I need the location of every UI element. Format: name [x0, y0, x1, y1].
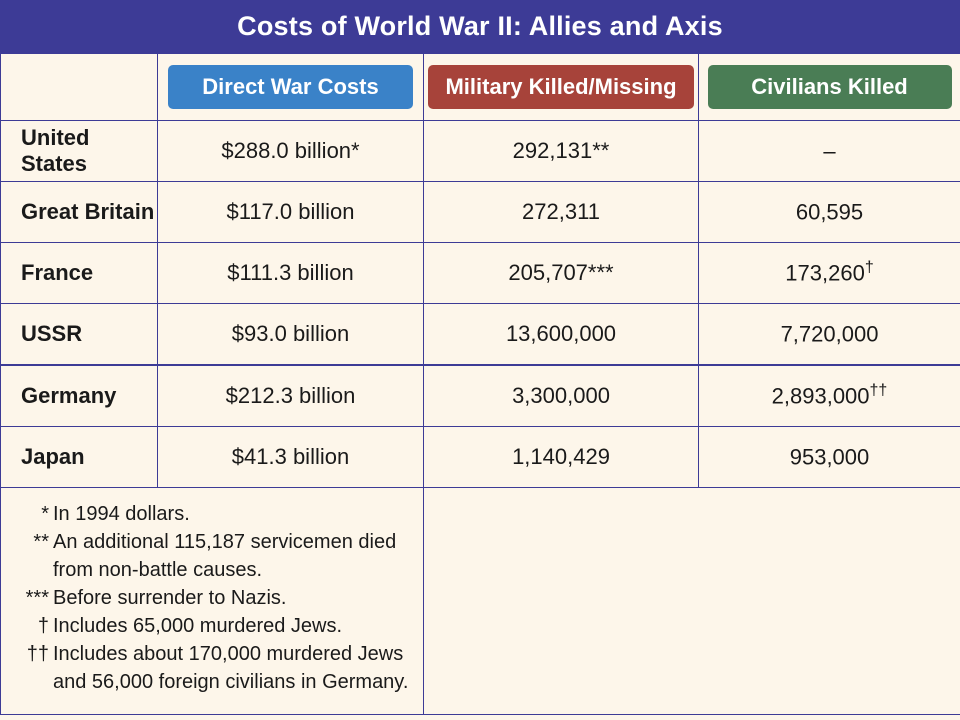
footnotes-cell: * In 1994 dollars. ** An additional 115,18…: [0, 487, 424, 715]
cost-cell: $93.0 billion: [157, 303, 424, 366]
civilians-value: 173,260: [785, 260, 865, 286]
civilians-cell: 7,720,000: [698, 303, 960, 366]
country-cell: USSR: [0, 303, 158, 366]
footnote: *** Before surrender to Nazis.: [13, 584, 423, 612]
footnotes-row: * In 1994 dollars. ** An additional 115,18…: [0, 487, 960, 715]
military-cell: 272,311: [423, 181, 699, 243]
header-direct-war-costs: Direct War Costs: [168, 65, 413, 109]
country-cell: Japan: [0, 426, 158, 488]
civilians-cell: 173,260†: [698, 242, 960, 304]
footnote: * In 1994 dollars.: [13, 500, 423, 528]
table-row: Germany $212.3 billion 3,300,000 2,893,0…: [0, 364, 960, 427]
civilians-value: 953,000: [789, 444, 870, 470]
table-row: United States $288.0 billion* 292,131** …: [0, 120, 960, 182]
footnote-text: An additional 115,187 servicemen died fr…: [53, 531, 397, 581]
footnote-text: Includes about 170,000 murdered Jews and…: [53, 643, 409, 693]
footnote-text: Includes 65,000 murdered Jews.: [53, 615, 343, 637]
footnotes: * In 1994 dollars. ** An additional 115,18…: [1, 488, 423, 696]
civilians-cell: 953,000: [698, 426, 960, 488]
military-cell: 292,131**: [423, 120, 699, 182]
country-cell: France: [0, 242, 158, 304]
footnote-mark: ***: [25, 587, 49, 609]
country-cell: Germany: [0, 364, 158, 427]
table-row: USSR $93.0 billion 13,600,000 7,720,000: [0, 303, 960, 366]
cost-cell: $212.3 billion: [157, 364, 424, 427]
empty-cell: [423, 487, 960, 715]
header-civilians-killed: Civilians Killed: [707, 65, 952, 109]
military-cell: 205,707***: [423, 242, 699, 304]
military-cell: 13,600,000: [423, 303, 699, 366]
military-cell: 3,300,000: [423, 364, 699, 427]
cost-cell: $111.3 billion: [157, 242, 424, 304]
table-row: France $111.3 billion 205,707*** 173,260…: [0, 242, 960, 304]
civilians-value: 7,720,000: [780, 321, 879, 347]
costs-table: Direct War Costs Military Killed/Missing…: [0, 53, 960, 715]
civilians-cell: 2,893,000††: [698, 364, 960, 427]
footnote: † Includes 65,000 murdered Jews.: [13, 612, 423, 640]
table-row: Japan $41.3 billion 1,140,429 953,000: [0, 426, 960, 488]
footnote-mark: *: [41, 503, 49, 525]
country-cell: United States: [0, 120, 158, 182]
cost-cell: $117.0 billion: [157, 181, 424, 243]
cost-cell: $41.3 billion: [157, 426, 424, 488]
cost-cell: $288.0 billion*: [157, 120, 424, 182]
table-row: Great Britain $117.0 billion 272,311 60,…: [0, 181, 960, 243]
header-row: Direct War Costs Military Killed/Missing…: [0, 53, 960, 121]
footnote: †† Includes about 170,000 murdered Jews a…: [13, 640, 423, 696]
civilians-value: 60,595: [795, 199, 864, 225]
table-title: Costs of World War II: Allies and Axis: [237, 11, 723, 41]
footnote-text: Before surrender to Nazis.: [53, 587, 287, 609]
civilians-value: –: [823, 138, 836, 164]
title-bar: Costs of World War II: Allies and Axis: [0, 0, 960, 53]
military-cell: 1,140,429: [423, 426, 699, 488]
footnote-text: In 1994 dollars.: [53, 503, 190, 525]
footnote: ** An additional 115,187 servicemen died …: [13, 528, 423, 584]
country-cell: Great Britain: [0, 181, 158, 243]
civilians-value: 2,893,000: [771, 383, 870, 409]
header-military-killed-missing: Military Killed/Missing: [428, 65, 694, 109]
civilians-cell: 60,595: [698, 181, 960, 243]
civilians-footnote-mark: ††: [869, 382, 888, 400]
civilians-cell: –: [698, 120, 960, 182]
footnote-mark: **: [33, 531, 49, 553]
footnote-mark: ††: [26, 643, 49, 665]
civilians-footnote-mark: †: [864, 259, 874, 277]
header-corner-cell: [0, 53, 158, 121]
footnote-mark: †: [37, 615, 49, 637]
